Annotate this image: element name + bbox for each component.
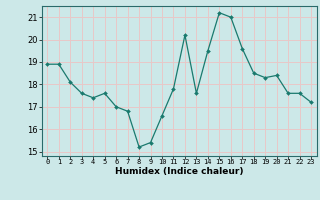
X-axis label: Humidex (Indice chaleur): Humidex (Indice chaleur) [115,167,244,176]
